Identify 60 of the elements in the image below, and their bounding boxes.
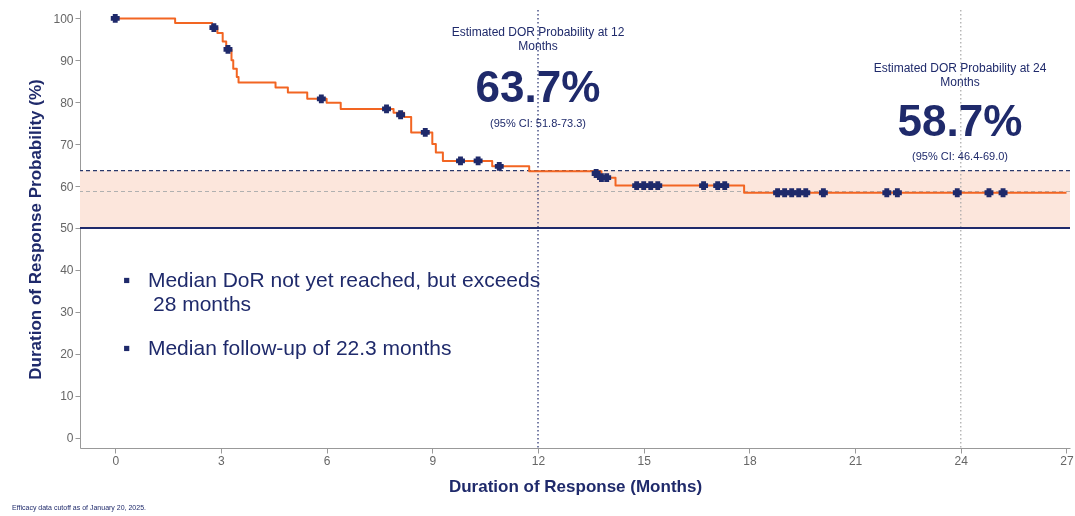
point bbox=[892, 188, 902, 198]
point bbox=[632, 181, 642, 191]
annotation: ▪ Median follow-up of 22.3 months bbox=[123, 336, 453, 361]
point bbox=[494, 161, 504, 171]
point bbox=[882, 188, 892, 198]
point bbox=[787, 188, 797, 198]
y-axis-title: Duration of Response Probability (%) bbox=[26, 79, 46, 380]
point bbox=[699, 181, 709, 191]
point bbox=[456, 156, 465, 166]
x-tick-label: 0 bbox=[112, 453, 120, 468]
x-tick-label: 12 bbox=[531, 453, 546, 468]
point bbox=[602, 173, 612, 183]
point bbox=[420, 127, 430, 137]
point bbox=[473, 156, 483, 166]
annotation: Estimated DOR Probability at 24 Months bbox=[872, 61, 1048, 90]
point bbox=[646, 181, 656, 191]
point bbox=[713, 181, 723, 191]
point bbox=[223, 44, 233, 54]
point bbox=[984, 188, 994, 198]
y-tick-label: 50 bbox=[60, 221, 74, 236]
x-tick-label: 18 bbox=[743, 453, 757, 468]
y-tick-label: 100 bbox=[53, 11, 74, 26]
x-axis-title: Duration of Response (Months) bbox=[448, 476, 703, 496]
point bbox=[720, 181, 730, 191]
y-tick-label: 90 bbox=[60, 53, 74, 68]
y-tick-label: 30 bbox=[60, 305, 74, 320]
x-tick-label: 15 bbox=[637, 453, 652, 468]
point bbox=[653, 181, 663, 191]
point bbox=[818, 188, 828, 198]
x-tick-label: 9 bbox=[429, 453, 437, 468]
point bbox=[952, 188, 962, 198]
annotation: (95% CI: 51.8-73.3) bbox=[489, 117, 587, 130]
annotation: 58.7% bbox=[896, 96, 1024, 147]
annotation: (95% CI: 46.4-69.0) bbox=[911, 150, 1009, 163]
y-tick-label: 70 bbox=[60, 137, 74, 152]
y-tick-label: 60 bbox=[60, 179, 74, 194]
y-tick-label: 0 bbox=[66, 431, 74, 446]
x-tick-label: 21 bbox=[848, 453, 863, 468]
point bbox=[639, 181, 649, 191]
point bbox=[382, 104, 391, 114]
point bbox=[316, 94, 326, 104]
point bbox=[110, 13, 120, 23]
annotation: ▪ Median DoR not yet reached, but exceeds 28 months bbox=[123, 268, 542, 317]
y-tick-label: 80 bbox=[60, 95, 74, 110]
y-tick-label: 20 bbox=[60, 347, 74, 362]
point bbox=[780, 188, 790, 198]
x-tick-label: 6 bbox=[323, 453, 331, 468]
point bbox=[773, 188, 783, 198]
annotation: 63.7% bbox=[474, 62, 602, 113]
point bbox=[209, 23, 219, 33]
point bbox=[998, 188, 1008, 198]
y-tick-label: 10 bbox=[60, 389, 74, 404]
point bbox=[396, 110, 406, 120]
x-tick-label: 24 bbox=[954, 453, 969, 468]
annotation: Estimated DOR Probability at 12 Months bbox=[450, 25, 626, 54]
y-tick-label: 40 bbox=[60, 263, 74, 278]
point bbox=[801, 188, 811, 198]
x-tick-label: 27 bbox=[1060, 453, 1074, 468]
x-tick-label: 3 bbox=[218, 453, 226, 468]
point bbox=[794, 188, 804, 198]
